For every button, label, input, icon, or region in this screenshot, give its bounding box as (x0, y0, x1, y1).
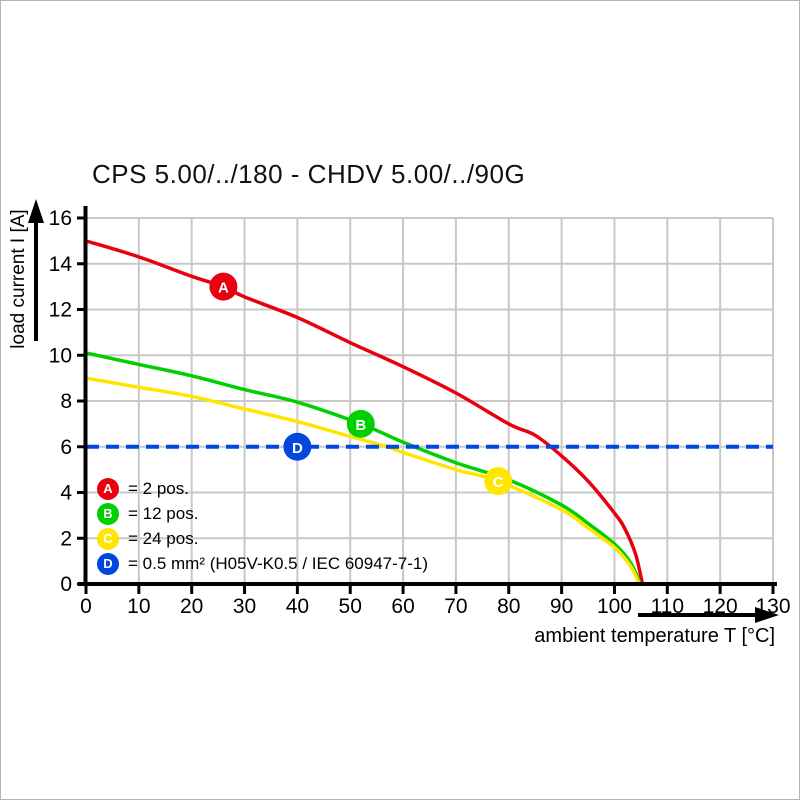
x-tick-label: 100 (597, 595, 632, 618)
legend-marker-B: B (97, 502, 119, 525)
marker-letter-B: B (355, 417, 366, 434)
legend-label-A: = 2 pos. (128, 478, 189, 498)
x-tick-label: 110 (651, 595, 684, 618)
legend-label-C: = 24 pos. (128, 528, 199, 548)
x-tick-label: 120 (703, 595, 738, 618)
x-tick-label: 60 (391, 595, 414, 618)
y-axis-label: load current I [A] (8, 209, 29, 349)
x-axis-arrow-head (755, 607, 779, 623)
legend-row-D: D = 0.5 mm² (H05V-K0.5 / IEC 60947-7-1) (97, 551, 428, 576)
marker-C (484, 467, 513, 496)
y-axis-arrow-head (28, 199, 44, 223)
marker-letter-D: D (292, 440, 303, 457)
legend-marker-C: C (97, 527, 119, 550)
x-tick-label: 40 (286, 595, 309, 618)
legend-row-A: A = 2 pos. (97, 476, 428, 501)
marker-letter-C: C (493, 474, 504, 491)
x-tick-label: 0 (80, 595, 92, 618)
curve-B (85, 351, 642, 585)
legend-label-B: = 12 pos. (128, 503, 199, 523)
y-tick-label: 10 (49, 344, 72, 367)
y-tick-label: 4 (60, 482, 72, 505)
marker-B (346, 409, 375, 438)
legend-row-B: B = 12 pos. (97, 501, 428, 526)
x-tick-label: 50 (339, 595, 362, 618)
chart-title: CPS 5.00/../180 - CHDV 5.00/../90G (92, 159, 526, 189)
y-tick-label: 16 (49, 207, 72, 230)
legend-marker-D: D (97, 552, 119, 575)
y-tick-label: 14 (49, 253, 73, 276)
marker-letter-A: A (218, 280, 229, 297)
legend-marker-A: A (97, 477, 119, 500)
curve-C (85, 376, 641, 585)
x-tick-label: 10 (127, 595, 150, 618)
x-tick-label: 20 (180, 595, 203, 618)
legend-label-D: = 0.5 mm² (H05V-K0.5 / IEC 60947-7-1) (128, 553, 428, 573)
y-tick-label: 8 (60, 390, 72, 413)
x-axis-label: ambient temperature T [°C] (534, 625, 775, 647)
y-tick-label: 0 (60, 573, 72, 596)
x-tick-label: 70 (444, 595, 467, 618)
legend-row-C: C = 24 pos. (97, 526, 428, 551)
x-tick-label: 30 (233, 595, 256, 618)
y-tick-label: 2 (60, 527, 72, 550)
legend: A = 2 pos. B = 12 pos. C = 24 pos. D = 0.5 mm² … (97, 476, 428, 576)
marker-A (209, 272, 238, 301)
y-tick-label: 12 (49, 299, 72, 322)
x-tick-label: 90 (550, 595, 573, 618)
marker-D (283, 432, 312, 461)
x-tick-label: 80 (497, 595, 520, 618)
y-tick-label: 6 (60, 436, 72, 459)
